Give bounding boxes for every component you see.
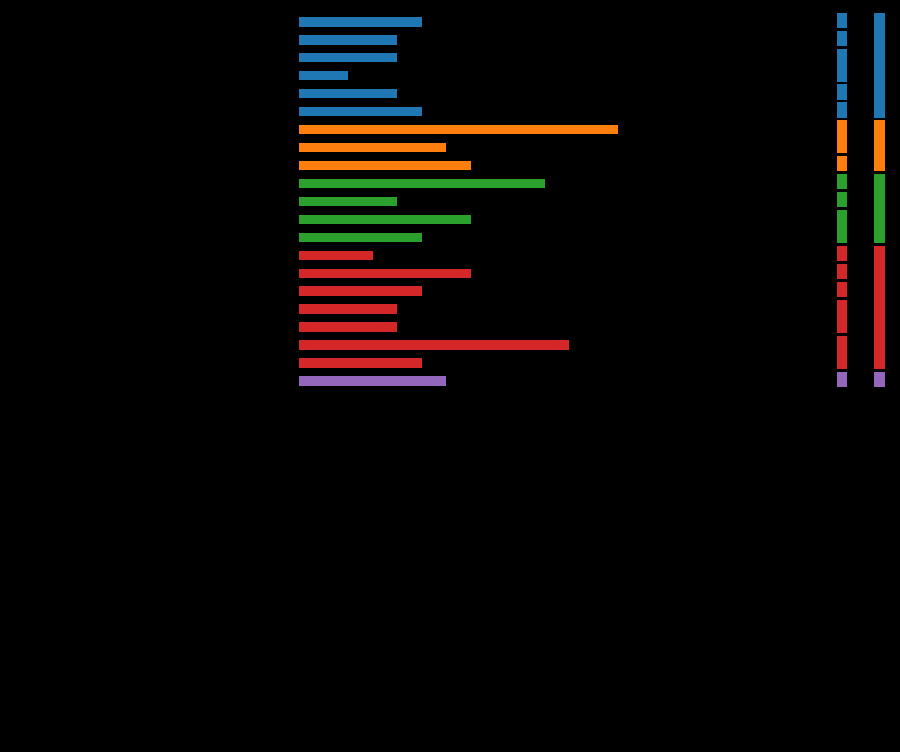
bar-row-15	[299, 268, 471, 278]
row-strip-cell-14-red	[837, 299, 847, 333]
group-strip-block-1-blue	[873, 12, 885, 118]
row-strip-cell-12-red	[837, 263, 847, 280]
bar-row-6	[299, 106, 422, 117]
bar-row-4	[299, 71, 349, 81]
row-strip-cell-11-red	[837, 245, 847, 262]
bar-row-2	[299, 35, 398, 45]
bar-row-17	[299, 304, 398, 314]
group-strip-block-3-green	[873, 174, 885, 244]
bar-row-16	[299, 286, 422, 296]
row-strip-cell-3-blue	[837, 48, 847, 82]
row-strip-cell-13-red	[837, 281, 847, 298]
row-strip-cell-1-blue	[837, 12, 847, 28]
bar-row-19	[299, 340, 570, 350]
row-strip-cell-10-green	[837, 210, 847, 244]
bar-row-8	[299, 142, 447, 153]
row-strip-cell-5-blue	[837, 102, 847, 118]
bar-row-9	[299, 160, 471, 171]
bar-row-20	[299, 358, 422, 368]
bar-row-5	[299, 89, 398, 99]
group-strip-block-4-red	[873, 245, 885, 369]
row-strip-cell-15-red	[837, 335, 847, 369]
bar-row-14	[299, 250, 373, 260]
row-strip-cell-4-blue	[837, 84, 847, 100]
bar-row-21	[299, 376, 447, 386]
row-strip-cell-2-blue	[837, 30, 847, 46]
row-strip-cell-6-orange	[837, 120, 847, 154]
bar-row-18	[299, 322, 398, 332]
row-strip-cell-7-orange	[837, 156, 847, 172]
bar-row-10	[299, 178, 545, 189]
row-strip-cell-16-purple	[837, 371, 847, 387]
bar-row-1	[299, 17, 422, 27]
group-strip-block-2-orange	[873, 120, 885, 172]
row-strip-cell-8-green	[837, 174, 847, 190]
bar-row-11	[299, 196, 398, 207]
row-strip-cell-9-green	[837, 192, 847, 208]
bar-row-13	[299, 232, 422, 242]
bar-row-3	[299, 53, 398, 63]
bar-row-12	[299, 214, 471, 225]
group-strip-block-5-purple	[873, 371, 885, 387]
bar-row-7	[299, 124, 619, 135]
